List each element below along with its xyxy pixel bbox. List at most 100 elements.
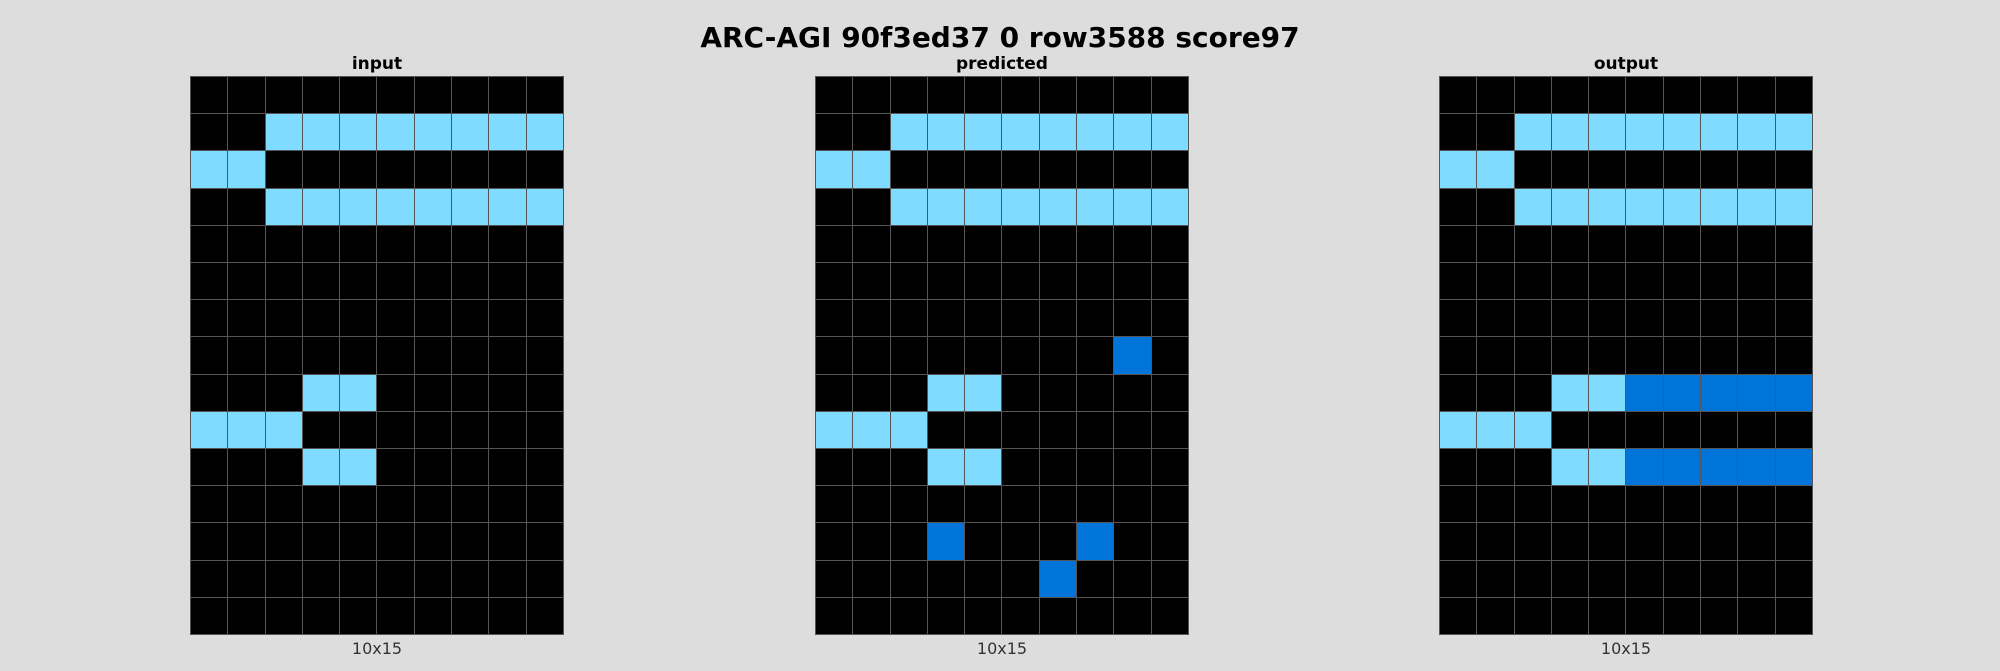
- grid-cell: [1002, 114, 1039, 151]
- grid-cell: [1151, 597, 1188, 634]
- grid-cell: [526, 486, 563, 523]
- grid-cell: [1701, 300, 1738, 337]
- grid-cell: [1589, 374, 1626, 411]
- grid-cell: [1440, 597, 1477, 634]
- grid-cell: [816, 486, 853, 523]
- grid-cell: [489, 411, 526, 448]
- grid-cell: [1477, 337, 1514, 374]
- grid-cell: [853, 523, 890, 560]
- grid-cell: [414, 114, 452, 151]
- grid-cell: [191, 374, 228, 411]
- grid-cell: [927, 374, 965, 411]
- grid-cell: [414, 597, 452, 634]
- grid-cell: [1775, 449, 1812, 486]
- grid-cell: [1775, 225, 1812, 262]
- grid-cell: [853, 114, 890, 151]
- grid-cell: [1551, 77, 1589, 114]
- grid-cell: [1701, 151, 1738, 188]
- grid-cell: [1077, 486, 1114, 523]
- grid-cell: [1551, 597, 1589, 634]
- grid-cell: [191, 300, 228, 337]
- grid-cell: [489, 114, 526, 151]
- panel-title: input: [351, 54, 403, 74]
- grid-cell: [340, 263, 377, 300]
- grid-cell: [265, 597, 302, 634]
- grid-cell: [1077, 225, 1114, 262]
- grid-cell: [302, 300, 340, 337]
- grid-cell: [1002, 597, 1039, 634]
- grid-cell: [1701, 523, 1738, 560]
- output-grid: [1439, 76, 1813, 635]
- grid-cell: [526, 374, 563, 411]
- grid-cell: [228, 560, 265, 597]
- grid-cell: [1039, 411, 1077, 448]
- grid-cell: [1663, 560, 1701, 597]
- grid-cell: [1039, 597, 1077, 634]
- grid-cell: [228, 486, 265, 523]
- grid-cell: [228, 449, 265, 486]
- grid-cell: [1077, 597, 1114, 634]
- grid-cell: [1738, 374, 1775, 411]
- grid-cell: [340, 523, 377, 560]
- grid-cell: [1775, 337, 1812, 374]
- grid-cell: [1551, 188, 1589, 225]
- grid-cell: [965, 411, 1002, 448]
- grid-cell: [1477, 411, 1514, 448]
- grid-cell: [302, 188, 340, 225]
- grid-cell: [1077, 300, 1114, 337]
- grid-cell: [1589, 523, 1626, 560]
- grid-cell: [965, 486, 1002, 523]
- grid-cell: [1626, 300, 1663, 337]
- grid-cell: [1077, 374, 1114, 411]
- grid-cell: [890, 151, 927, 188]
- grid-cell: [1440, 411, 1477, 448]
- grid-cell: [1151, 188, 1188, 225]
- input-panel: input 10x15: [190, 52, 564, 659]
- grid-cell: [1114, 114, 1151, 151]
- grid-cell: [1589, 188, 1626, 225]
- grid-cell: [927, 597, 965, 634]
- grid-cell: [1002, 225, 1039, 262]
- grid-cell: [1514, 449, 1551, 486]
- grid-cell: [1551, 560, 1589, 597]
- grid-cell: [927, 486, 965, 523]
- grid-cell: [526, 151, 563, 188]
- grid-cell: [1151, 449, 1188, 486]
- grid-cell: [1775, 411, 1812, 448]
- grid-cell: [1589, 114, 1626, 151]
- grid-cell: [489, 77, 526, 114]
- grid-cell: [1551, 225, 1589, 262]
- grid-cell: [489, 263, 526, 300]
- grid-cell: [965, 597, 1002, 634]
- panel-title: output: [1593, 54, 1659, 74]
- grid-cell: [191, 523, 228, 560]
- grid-cell: [853, 486, 890, 523]
- grid-cell: [853, 337, 890, 374]
- grid-cell: [1151, 151, 1188, 188]
- grid-cell: [1514, 337, 1551, 374]
- grid-cell: [452, 114, 489, 151]
- grid-cell: [1626, 337, 1663, 374]
- grid-cell: [1077, 114, 1114, 151]
- grid-cell: [302, 337, 340, 374]
- grid-cell: [489, 560, 526, 597]
- grid-cell: [816, 449, 853, 486]
- grid-cell: [1151, 486, 1188, 523]
- grid-cell: [890, 523, 927, 560]
- grid-cell: [816, 263, 853, 300]
- grid-cell: [1002, 188, 1039, 225]
- grid-cell: [191, 263, 228, 300]
- grid-cell: [1663, 225, 1701, 262]
- grid-cell: [265, 449, 302, 486]
- grid-cell: [1151, 114, 1188, 151]
- grid-cell: [1589, 263, 1626, 300]
- grid-cell: [1589, 337, 1626, 374]
- grid-cell: [853, 597, 890, 634]
- grid-cell: [340, 337, 377, 374]
- grid-cell: [1002, 523, 1039, 560]
- grid-cell: [927, 188, 965, 225]
- grid-cell: [890, 449, 927, 486]
- grid-cell: [340, 151, 377, 188]
- grid-cell: [853, 374, 890, 411]
- grid-cell: [377, 77, 414, 114]
